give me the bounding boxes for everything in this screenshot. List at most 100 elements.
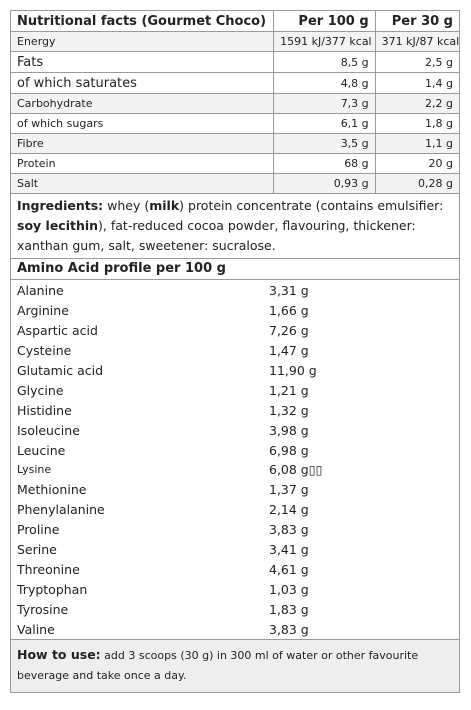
nutrient-per100: 8,5 g [273, 51, 376, 73]
nutrition-row-saturates: of which saturates 4,8 g 1,4 g [11, 72, 459, 94]
nutrition-title: Nutritional facts (Gourmet Choco) [11, 11, 274, 32]
amino-row: Serine 3,41 g [11, 540, 459, 560]
amino-row: Methionine 1,37 g [11, 480, 459, 500]
amino-name: Proline [17, 522, 60, 538]
how-to-use-label: How to use: [17, 647, 101, 663]
amino-value: 2,14 g [269, 502, 309, 518]
allergen-soy-lecithin: soy lecithin [17, 218, 99, 233]
nutrition-row-sugars: of which sugars 6,1 g 1,8 g [11, 113, 459, 134]
nutrient-per100: 3,5 g [273, 133, 376, 154]
amino-row: Proline 3,83 g [11, 520, 459, 540]
amino-value: 1,47 g [269, 343, 309, 359]
nutrient-per30: 1,1 g [374, 133, 459, 154]
ingredients-label: Ingredients: [17, 198, 104, 213]
ingredients-text-1: whey ( [103, 198, 150, 213]
nutrient-per100: 6,1 g [273, 113, 376, 134]
nutrient-per30: 1,8 g [374, 113, 459, 134]
nutrient-per30: 371 kJ/87 kcal [374, 31, 459, 52]
amino-value: 6,08 g▯▯ [269, 462, 323, 478]
nutrient-name: Protein [11, 153, 274, 174]
allergen-milk: milk [149, 198, 180, 213]
amino-value: 1,03 g [269, 581, 309, 597]
per-30g-header: Per 30 g [374, 11, 459, 32]
nutrient-name: of which sugars [11, 113, 274, 134]
amino-row: Tryptophan 1,03 g [11, 579, 459, 599]
nutrient-per30: 0,28 g [374, 173, 459, 194]
amino-value: 3,83 g [269, 522, 309, 538]
amino-name: Leucine [17, 442, 66, 458]
per-100g-header: Per 100 g [273, 11, 376, 32]
nutrient-per30: 2,2 g [374, 93, 459, 114]
amino-row: Glutamic acid 11,90 g [11, 361, 459, 381]
nutrition-row-energy: Energy 1591 kJ/377 kcal 371 kJ/87 kcal [11, 31, 459, 52]
amino-row: Phenylalanine 2,14 g [11, 500, 459, 520]
nutrient-name: Salt [11, 173, 274, 194]
amino-name: Serine [17, 542, 57, 558]
amino-row: Valine 3,83 g [11, 619, 459, 639]
amino-name: Threonine [17, 561, 80, 577]
nutrient-per100: 7,3 g [273, 93, 376, 114]
amino-name: Lysine [17, 463, 52, 477]
amino-name: Tryptophan [17, 581, 88, 597]
nutrient-per100: 0,93 g [273, 173, 376, 194]
amino-value: 1,32 g [269, 402, 309, 418]
nutrition-row-salt: Salt 0,93 g 0,28 g [11, 173, 459, 194]
amino-value: 1,83 g [269, 601, 309, 617]
amino-row: Arginine 1,66 g [11, 301, 459, 321]
amino-value: 3,41 g [269, 542, 309, 558]
nutrition-table: Nutritional facts (Gourmet Choco) Per 10… [11, 11, 459, 194]
nutrient-name: Carbohydrate [11, 93, 274, 114]
amino-acid-section: Alanine 3,31 g Arginine 1,66 g Aspartic ac… [11, 280, 459, 641]
amino-name: Phenylalanine [17, 502, 105, 518]
amino-name: Cysteine [17, 343, 72, 359]
amino-name: Methionine [17, 482, 87, 498]
nutrient-name: Energy [11, 31, 274, 52]
ingredients-text-3: ), fat-reduced cocoa powder, flavouring,… [17, 218, 416, 253]
amino-value: 1,21 g [269, 382, 309, 398]
amino-row: Threonine 4,61 g [11, 559, 459, 579]
how-to-use-text: add 3 scoops (30 g) in 300 ml of water o… [17, 649, 419, 683]
nutrient-per100: 1591 kJ/377 kcal [273, 31, 376, 52]
amino-name: Aspartic acid [17, 323, 98, 339]
nutrient-name: Fats [11, 51, 274, 73]
amino-row: Cysteine 1,47 g [11, 341, 459, 361]
amino-row: Leucine 6,98 g [11, 440, 459, 460]
amino-value: 6,98 g [269, 442, 309, 458]
amino-row: Isoleucine 3,98 g [11, 420, 459, 440]
amino-value: 7,26 g [269, 323, 309, 339]
nutrient-per100: 68 g [273, 153, 376, 174]
amino-value: 3,98 g [269, 422, 309, 438]
amino-value: 4,61 g [269, 561, 309, 577]
amino-row: Glycine 1,21 g [11, 380, 459, 400]
amino-name: Glycine [17, 382, 64, 398]
amino-name: Glutamic acid [17, 363, 104, 378]
amino-row: Tyrosine 1,83 g [11, 599, 459, 619]
amino-row: Histidine 1,32 g [11, 400, 459, 420]
amino-acid-table: Alanine 3,31 g Arginine 1,66 g Aspartic ac… [11, 281, 459, 639]
nutrition-label: Nutritional facts (Gourmet Choco) Per 10… [10, 10, 460, 694]
amino-row: Aspartic acid 7,26 g [11, 321, 459, 341]
nutrient-per30: 1,4 g [374, 72, 459, 94]
amino-value: 3,83 g [269, 621, 309, 637]
nutrient-name: of which saturates [11, 72, 274, 94]
amino-value: 1,66 g [269, 303, 309, 319]
ingredients-block: Ingredients: whey (milk) protein concent… [11, 194, 459, 259]
nutrient-per100: 4,8 g [273, 72, 376, 94]
nutrient-per30: 20 g [374, 153, 459, 174]
amino-row: Lysine 6,08 g▯▯ [11, 460, 459, 480]
amino-value: 1,37 g [269, 482, 309, 498]
how-to-use-block: How to use: add 3 scoops (30 g) in 300 m… [11, 640, 459, 693]
amino-name: Isoleucine [17, 422, 80, 438]
amino-value: 3,31 g [269, 283, 309, 299]
nutrition-row-protein: Protein 68 g 20 g [11, 153, 459, 174]
amino-value: 11,90 g [269, 363, 317, 378]
nutrient-name: Fibre [11, 133, 274, 154]
amino-name: Tyrosine [17, 601, 69, 617]
ingredients-text-2: ) protein concentrate (contains emulsifi… [179, 198, 444, 213]
amino-acid-title: Amino Acid profile per 100 g [11, 259, 459, 280]
amino-name: Arginine [17, 303, 69, 319]
nutrition-header-row: Nutritional facts (Gourmet Choco) Per 10… [11, 11, 459, 32]
amino-name: Alanine [17, 283, 64, 299]
amino-name: Histidine [17, 402, 72, 418]
nutrition-row-fibre: Fibre 3,5 g 1,1 g [11, 133, 459, 154]
